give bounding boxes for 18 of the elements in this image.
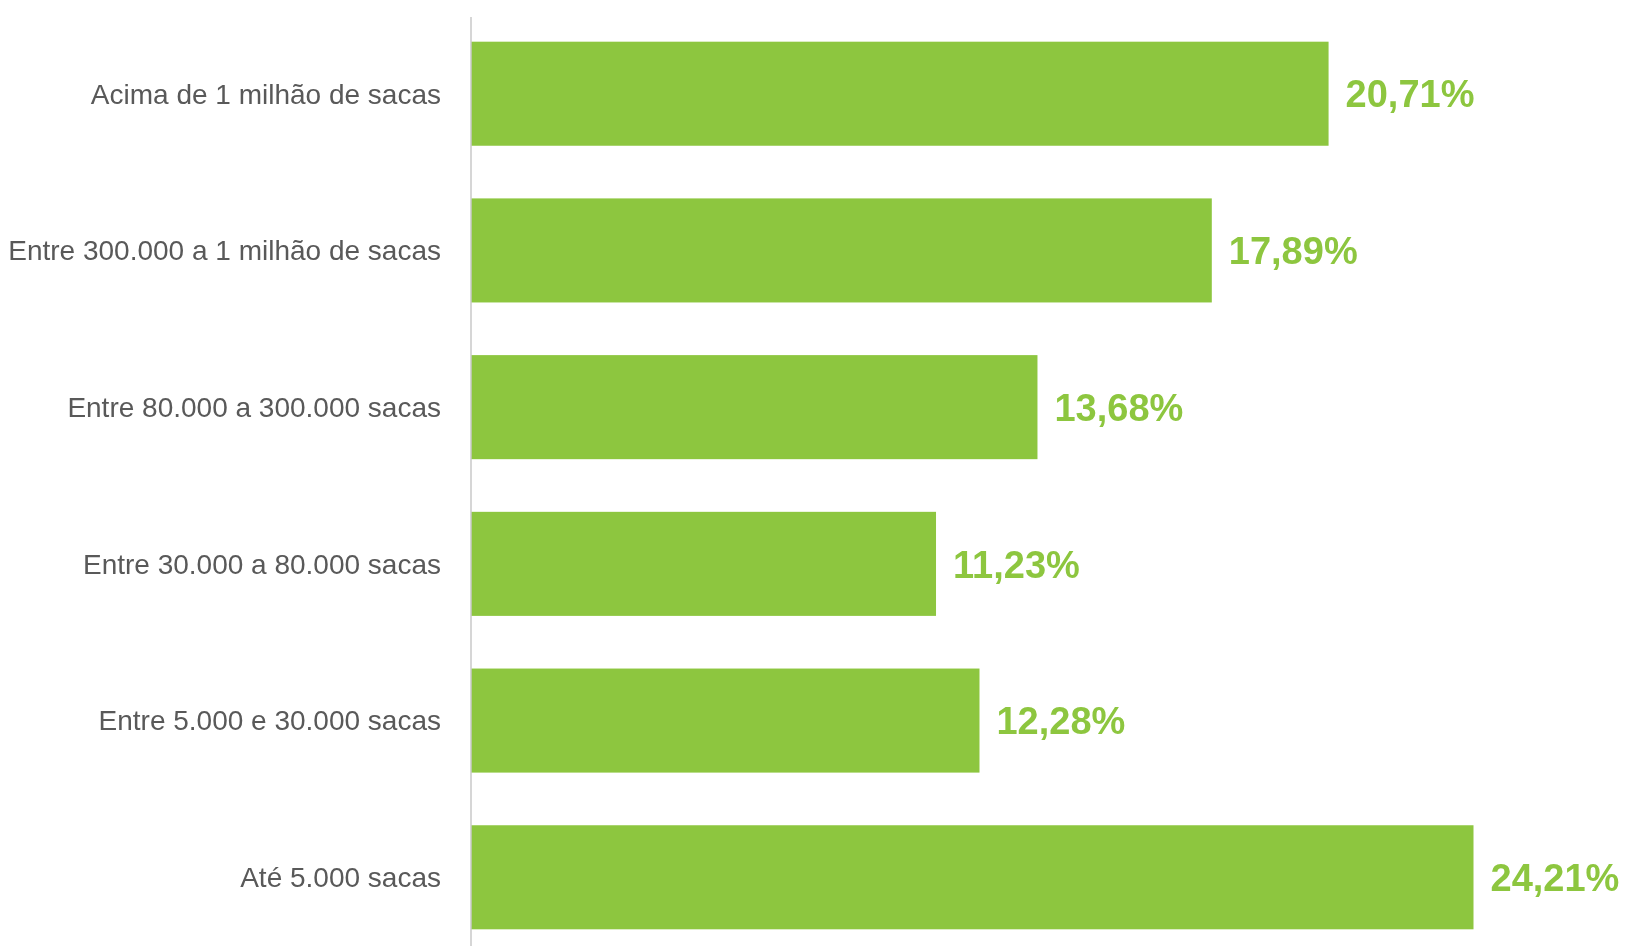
y-tick-label: Entre 5.000 e 30.000 sacas [98,705,441,737]
data-label: 24,21% [1490,856,1620,899]
data-label: 20,71% [1345,73,1475,116]
bar [471,668,980,773]
data-label: 13,68% [1054,386,1184,429]
data-label: 12,28% [996,700,1126,743]
bar [471,355,1038,460]
y-tick-label: Acima de 1 milhão de sacas [90,78,441,110]
y-tick-label: Entre 80.000 a 300.000 sacas [67,391,441,423]
y-tick-label: Até 5.000 sacas [240,862,441,894]
data-label: 17,89% [1228,230,1358,273]
bar [471,198,1212,303]
bar [471,41,1329,146]
data-label: 11,23% [953,543,1080,586]
y-tick-label: Entre 300.000 a 1 milhão de sacas [8,235,441,267]
bar [471,511,937,616]
y-tick-label: Entre 30.000 a 80.000 sacas [82,548,441,580]
bar [471,825,1474,930]
